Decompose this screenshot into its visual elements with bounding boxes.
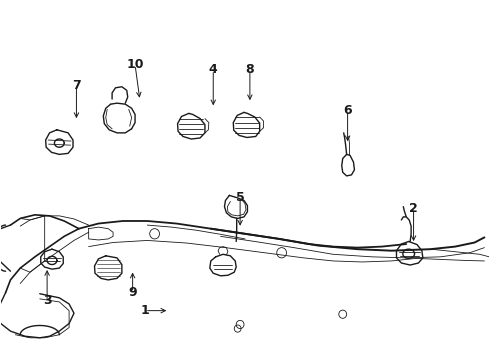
Text: 3: 3: [43, 294, 51, 307]
Text: 4: 4: [209, 63, 218, 76]
Text: 9: 9: [128, 286, 137, 299]
Text: 5: 5: [236, 192, 245, 204]
Text: 8: 8: [245, 63, 254, 76]
Text: 10: 10: [126, 58, 144, 71]
Text: 6: 6: [343, 104, 352, 117]
Text: 1: 1: [141, 304, 149, 317]
Text: 2: 2: [409, 202, 418, 215]
Text: 7: 7: [72, 79, 81, 92]
